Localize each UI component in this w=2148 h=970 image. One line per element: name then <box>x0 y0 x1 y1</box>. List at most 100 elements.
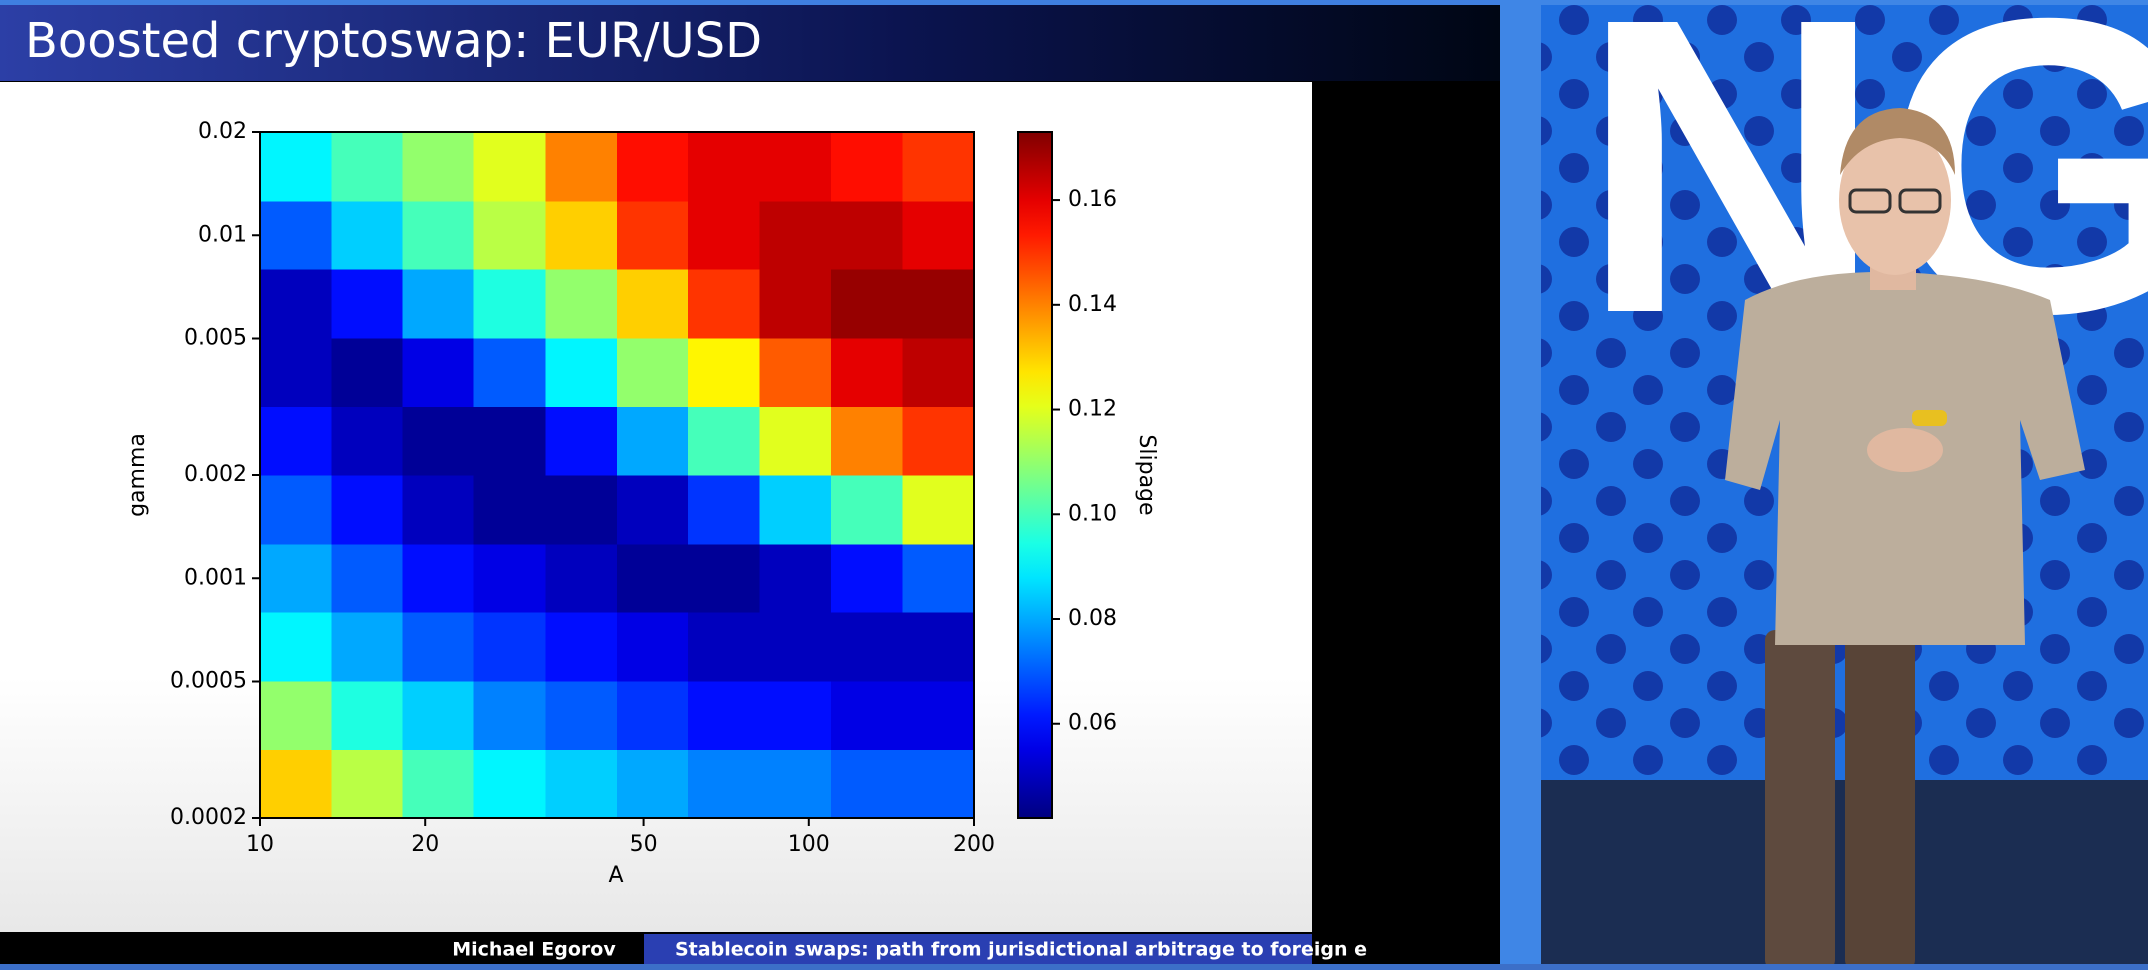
heat-cell <box>402 612 475 682</box>
bottom-strip-right <box>1500 964 2148 970</box>
x-axis-label: A <box>608 863 623 888</box>
y-tick-label: 0.005 <box>184 326 247 351</box>
colorbar-tick-label: 0.08 <box>1068 606 1117 631</box>
heat-cell <box>688 680 761 750</box>
heat-cell <box>759 749 832 819</box>
heat-cell <box>473 269 546 339</box>
heat-cell <box>688 269 761 339</box>
heat-cell <box>688 132 761 202</box>
heat-cell <box>331 406 404 476</box>
heat-cell <box>260 749 333 819</box>
bottom-strip <box>0 964 1500 970</box>
heat-cell <box>402 200 475 270</box>
heat-cell <box>831 680 904 750</box>
heat-cell <box>831 475 904 545</box>
colorbar-tick-label: 0.16 <box>1068 187 1117 212</box>
heat-cell <box>402 406 475 476</box>
heat-cell <box>545 612 618 682</box>
heat-cell <box>473 543 546 613</box>
heat-cell <box>402 475 475 545</box>
chart: A gamma Slipage 10 20 50 100 200 0.0002 0.0005… <box>125 119 1159 888</box>
heat-cell <box>473 612 546 682</box>
heat-cell <box>759 680 832 750</box>
heat-cell <box>902 269 975 339</box>
heat-cell <box>831 337 904 407</box>
x-tick-label: 20 <box>411 832 439 857</box>
heat-cell <box>688 749 761 819</box>
heat-cell <box>902 749 975 819</box>
footer-talk: Stablecoin swaps: path from jurisdiction… <box>675 939 1367 961</box>
heat-cell <box>331 749 404 819</box>
colorbar <box>1017 131 1053 819</box>
heat-cell <box>759 475 832 545</box>
glasses-right <box>1898 188 1942 214</box>
hair <box>1840 108 1955 175</box>
heat-cell <box>260 269 333 339</box>
hands <box>1867 428 1943 472</box>
heat-cell <box>759 132 832 202</box>
heat-cell <box>545 406 618 476</box>
heat-cell <box>545 680 618 750</box>
y-tick-label: 0.02 <box>198 119 247 144</box>
heat-cell <box>616 406 689 476</box>
heat-cell <box>260 337 333 407</box>
footer-left <box>0 934 644 964</box>
heat-cell <box>616 269 689 339</box>
heat-cell <box>759 612 832 682</box>
heat-cell <box>331 543 404 613</box>
heat-cell <box>688 612 761 682</box>
leg-right <box>1845 630 1915 970</box>
heat-cell <box>545 749 618 819</box>
leg-left <box>1765 630 1835 970</box>
heat-cell <box>902 200 975 270</box>
heat-cell <box>831 269 904 339</box>
heat-cell <box>260 680 333 750</box>
heat-cell <box>902 337 975 407</box>
y-axis-label: gamma <box>125 433 150 517</box>
heat-cell <box>902 543 975 613</box>
heat-cell <box>331 680 404 750</box>
y-tick-label: 0.002 <box>184 462 247 487</box>
heat-cell <box>473 475 546 545</box>
heat-cell <box>331 132 404 202</box>
heat-cell <box>331 200 404 270</box>
glasses-left <box>1848 188 1892 214</box>
heat-cell <box>831 200 904 270</box>
heat-cell <box>616 200 689 270</box>
heat-cell <box>688 543 761 613</box>
heat-cell <box>545 269 618 339</box>
heat-cell <box>688 406 761 476</box>
footer-author: Michael Egorov <box>452 939 616 961</box>
heat-cell <box>616 337 689 407</box>
heat-cell <box>331 269 404 339</box>
heat-cell <box>260 406 333 476</box>
colorbar-tick-label: 0.12 <box>1068 397 1117 422</box>
heat-cell <box>688 475 761 545</box>
clicker <box>1912 410 1947 426</box>
stage-floor <box>1541 780 2148 970</box>
heat-cell <box>831 132 904 202</box>
x-tick-label: 200 <box>953 832 995 857</box>
heat-cell <box>402 680 475 750</box>
heat-cell <box>902 132 975 202</box>
heat-cell <box>260 543 333 613</box>
heat-cell <box>902 475 975 545</box>
heat-cell <box>260 132 333 202</box>
x-tick-label: 10 <box>246 832 274 857</box>
heat-cell <box>902 680 975 750</box>
heat-cell <box>331 612 404 682</box>
heat-cell <box>545 543 618 613</box>
x-tick-label: 50 <box>630 832 658 857</box>
y-tick-label: 0.0005 <box>170 669 247 694</box>
heat-cell <box>831 543 904 613</box>
heat-cell <box>473 749 546 819</box>
heat-cell <box>260 612 333 682</box>
slide-title: Boosted cryptoswap: EUR/USD <box>25 13 762 69</box>
heat-cell <box>759 543 832 613</box>
heat-cell <box>545 337 618 407</box>
colorbar-label: Slipage <box>1134 434 1159 515</box>
heat-cell <box>831 749 904 819</box>
heat-cell <box>616 612 689 682</box>
